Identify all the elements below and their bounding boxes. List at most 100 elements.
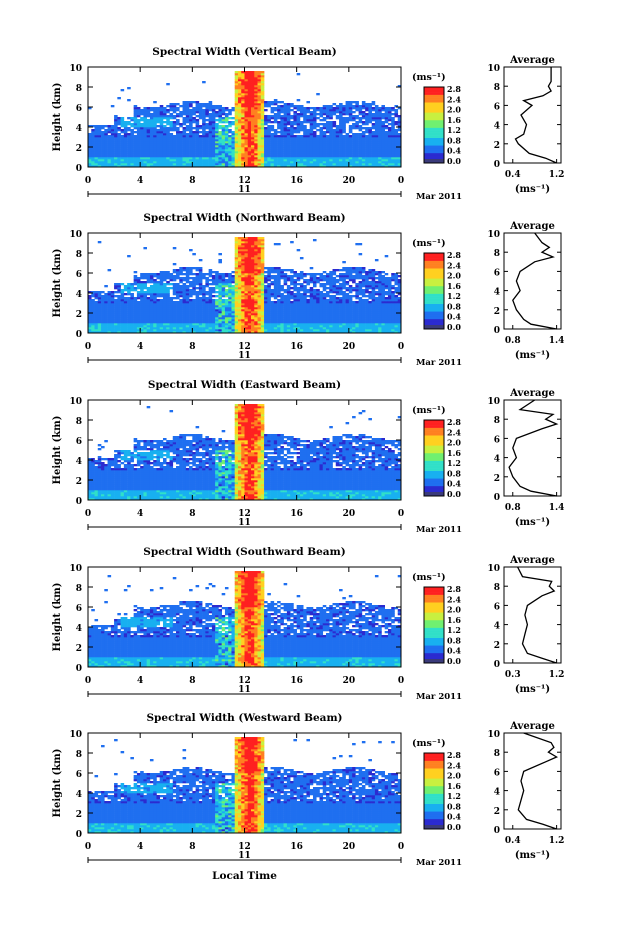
heatmap-cell — [352, 135, 356, 138]
heatmap-cell — [303, 317, 307, 320]
heatmap-cell — [149, 295, 154, 298]
heatmap-cell — [195, 291, 200, 294]
heatmap-cell — [247, 257, 252, 260]
heatmap-cell — [267, 125, 271, 128]
heatmap-cell — [202, 103, 206, 106]
heatmap-cell — [244, 315, 249, 318]
heatmap-cell — [378, 163, 382, 166]
heatmap-cell — [198, 157, 203, 160]
heatmap-cell — [247, 121, 252, 124]
heatmap-cell — [374, 135, 379, 138]
heatmap-cell — [159, 315, 164, 318]
heatmap-cell — [260, 277, 265, 280]
heatmap-cell — [293, 273, 297, 276]
heatmap-cell — [280, 129, 284, 132]
heatmap-cell — [224, 311, 229, 314]
heatmap-cell — [247, 285, 252, 288]
heatmap-cell — [195, 165, 200, 168]
heatmap-cell — [237, 305, 242, 308]
heatmap-cell — [251, 103, 255, 106]
heatmap-cell — [286, 153, 291, 156]
heatmap-cell — [358, 109, 363, 112]
heatmap-cell — [143, 137, 147, 140]
heatmap-cell — [159, 117, 164, 120]
heatmap-cell — [179, 153, 183, 156]
heatmap-cell — [169, 305, 174, 308]
heatmap-cell — [339, 163, 343, 166]
heatmap-cell — [176, 131, 180, 134]
heatmap-cell — [153, 273, 157, 276]
heatmap-cell — [348, 155, 353, 158]
heatmap-cell — [303, 117, 307, 120]
heatmap-cell — [114, 153, 118, 156]
heatmap-cell — [182, 311, 187, 314]
heatmap-cell — [195, 295, 200, 298]
heatmap-cell — [296, 273, 301, 276]
heatmap-cell — [329, 161, 333, 164]
heatmap-cell — [146, 309, 151, 312]
heatmap-cell — [88, 165, 92, 168]
heatmap-cell — [241, 323, 245, 326]
heatmap-cell — [159, 155, 164, 158]
heatmap-cell — [140, 297, 144, 300]
heatmap-cell — [218, 259, 222, 262]
heatmap-cell — [110, 141, 115, 144]
heatmap-cell — [169, 321, 174, 324]
heatmap-cell — [257, 165, 262, 168]
heatmap-cell — [280, 309, 284, 312]
heatmap-cell — [283, 109, 288, 112]
heatmap-cell — [257, 125, 262, 128]
heatmap-cell — [136, 321, 141, 324]
heatmap-cell — [348, 113, 353, 116]
heatmap-cell — [218, 157, 222, 160]
heatmap-cell — [257, 249, 262, 252]
heatmap-cell — [358, 141, 363, 144]
heatmap-cell — [381, 157, 385, 160]
heatmap-cell — [169, 123, 174, 126]
heatmap-cell — [264, 323, 268, 326]
heatmap-cell — [107, 321, 112, 324]
heatmap-cell — [91, 307, 95, 310]
heatmap-cell — [293, 113, 297, 116]
heatmap-cell — [286, 149, 291, 152]
heatmap-cell — [94, 315, 99, 318]
heatmap-cell — [368, 163, 372, 166]
heatmap-cell — [283, 309, 288, 312]
heatmap-cell — [290, 127, 294, 130]
heatmap-cell — [391, 147, 395, 150]
heatmap-cell — [130, 165, 134, 168]
heatmap-cell — [156, 319, 161, 322]
heatmap-cell — [94, 159, 99, 162]
heatmap-cell — [234, 163, 239, 166]
heatmap-cell — [156, 135, 161, 138]
heatmap-cell — [140, 287, 144, 290]
heatmap-cell — [192, 289, 196, 292]
heatmap-cell — [120, 121, 125, 124]
heatmap-cell — [260, 77, 265, 80]
average-profile-line — [514, 67, 557, 164]
heatmap-cell — [257, 277, 262, 280]
heatmap-cell — [189, 135, 193, 138]
heatmap-cell — [316, 113, 320, 116]
heatmap-cell — [185, 327, 190, 330]
heatmap-cell — [208, 283, 213, 286]
heatmap-cell — [136, 153, 141, 156]
heatmap-cell — [198, 311, 203, 314]
heatmap-cell — [293, 143, 297, 146]
heatmap-cell — [374, 151, 379, 154]
heatmap-cell — [260, 317, 265, 320]
heatmap-cell — [290, 143, 294, 146]
heatmap-cell — [88, 323, 92, 326]
heatmap-cell — [149, 279, 154, 282]
heatmap-cell — [299, 271, 304, 274]
heatmap-cell — [202, 297, 206, 300]
heatmap-cell — [290, 161, 294, 164]
heatmap-cell — [277, 105, 281, 108]
heatmap-cell — [117, 287, 121, 290]
heatmap-cell — [241, 329, 245, 332]
heatmap-cell — [267, 117, 271, 120]
heatmap-cell — [143, 109, 147, 112]
heatmap-cell — [286, 121, 291, 124]
heatmap-cell — [221, 291, 226, 294]
heatmap-cell — [143, 293, 147, 296]
